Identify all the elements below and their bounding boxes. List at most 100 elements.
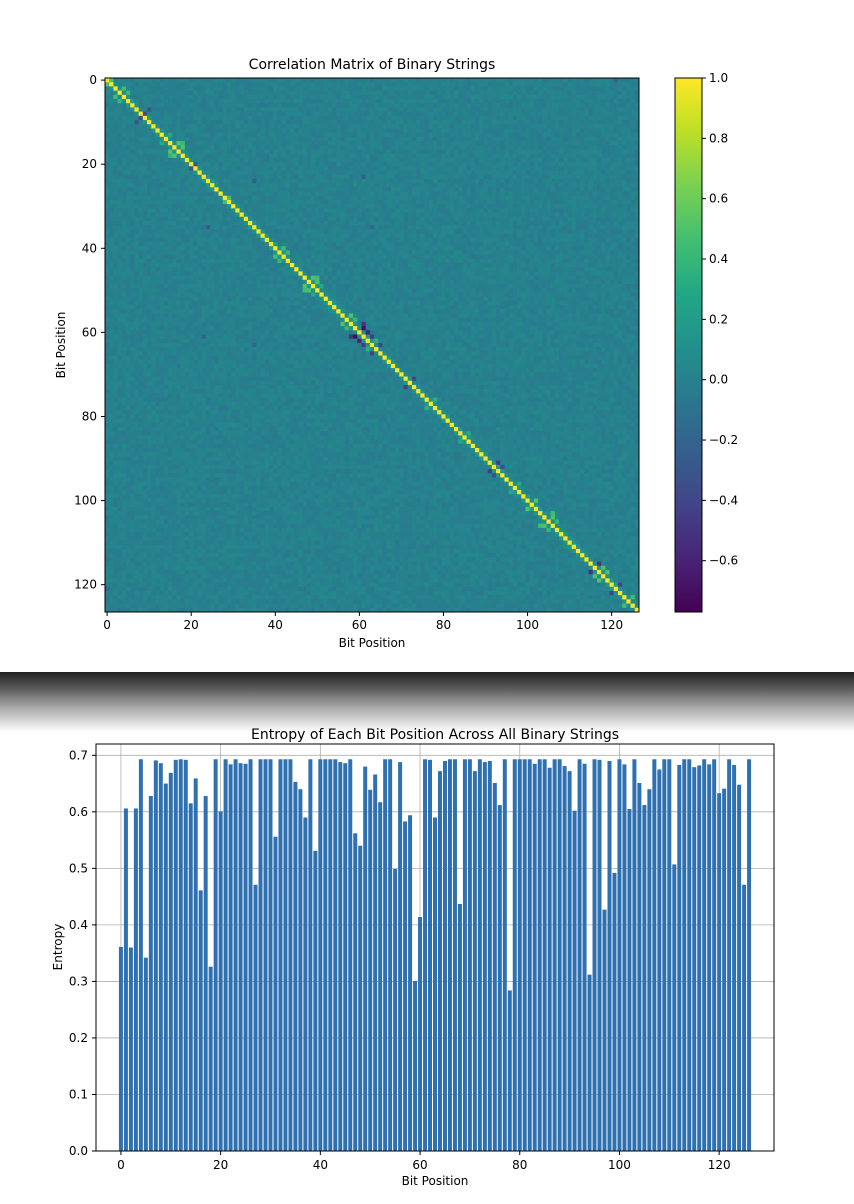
heatmap-cell xyxy=(180,157,186,163)
heatmap-cell xyxy=(142,166,148,171)
heatmap-cell xyxy=(142,225,148,230)
heatmap-cell xyxy=(445,178,451,184)
heatmap-cell xyxy=(180,120,186,125)
heatmap-cell xyxy=(449,237,455,243)
heatmap-cell xyxy=(424,208,430,213)
heatmap-cell xyxy=(243,141,249,146)
heatmap-cell xyxy=(441,132,446,138)
heatmap-cell xyxy=(386,149,392,155)
heatmap-cell xyxy=(374,216,379,222)
heatmap-cell xyxy=(151,82,156,87)
heatmap-cell xyxy=(298,120,303,125)
heatmap-cell xyxy=(151,229,156,234)
heatmap-cell xyxy=(205,208,211,213)
heatmap-cell xyxy=(403,94,409,100)
heatmap-cell xyxy=(315,145,320,150)
heatmap-cell xyxy=(184,82,190,87)
heatmap-cell xyxy=(479,220,484,226)
heatmap-cell xyxy=(210,233,215,239)
heatmap-cell xyxy=(588,204,594,209)
heatmap-cell xyxy=(336,208,341,213)
heatmap-cell xyxy=(420,86,425,91)
heatmap-cell xyxy=(252,103,257,108)
heatmap-cell xyxy=(268,199,274,205)
heatmap-cell xyxy=(449,212,455,218)
heatmap-cell xyxy=(567,107,573,112)
heatmap-cell xyxy=(403,145,409,150)
heatmap-cell xyxy=(327,187,333,192)
heatmap-cell xyxy=(601,78,606,83)
heatmap-cell xyxy=(546,103,552,108)
heatmap-cell xyxy=(130,120,135,125)
heatmap-cell xyxy=(222,124,228,129)
heatmap-cell xyxy=(420,94,425,100)
heatmap-cell xyxy=(416,208,421,213)
heatmap-cell xyxy=(306,191,312,197)
heatmap-cell xyxy=(298,229,303,234)
heatmap-cell xyxy=(462,183,467,188)
heatmap-cell xyxy=(239,141,245,146)
heatmap-cell xyxy=(294,132,299,138)
heatmap-cell xyxy=(260,99,266,104)
heatmap-cell xyxy=(336,111,341,117)
heatmap-cell xyxy=(290,191,295,197)
heatmap-cell xyxy=(365,94,371,100)
heatmap-cell xyxy=(353,111,358,117)
heatmap-cell xyxy=(231,204,236,209)
heatmap-cell xyxy=(605,141,610,146)
heatmap-cell xyxy=(290,195,295,201)
heatmap-cell xyxy=(441,145,446,150)
heatmap-cell xyxy=(163,178,169,184)
heatmap-cell xyxy=(390,149,396,155)
heatmap-cell xyxy=(121,237,127,243)
heatmap-cell xyxy=(247,191,253,197)
heatmap-cell xyxy=(496,115,501,121)
heatmap-cell xyxy=(575,225,581,230)
heatmap-cell xyxy=(256,128,261,134)
heatmap-cell xyxy=(546,86,552,91)
heatmap-cell xyxy=(226,145,232,150)
heatmap-cell xyxy=(210,199,215,205)
heatmap-cell xyxy=(268,157,274,163)
heatmap-cell xyxy=(458,99,463,104)
heatmap-cell xyxy=(193,212,198,218)
heatmap-cell xyxy=(353,145,358,150)
heatmap-cell xyxy=(323,170,329,176)
heatmap-cell xyxy=(374,124,379,129)
heatmap-cell xyxy=(470,141,476,146)
heatmap-cell xyxy=(571,208,577,213)
heatmap-cell xyxy=(512,99,518,104)
heatmap-cell xyxy=(298,212,303,218)
heatmap-cell xyxy=(634,237,640,243)
heatmap-cell xyxy=(424,145,430,150)
heatmap-cell xyxy=(298,170,303,176)
heatmap-cell xyxy=(453,115,459,121)
heatmap-cell xyxy=(348,191,354,197)
heatmap-cell xyxy=(239,178,245,184)
heatmap-cell xyxy=(432,191,438,197)
heatmap-cell xyxy=(470,225,476,230)
heatmap-cell xyxy=(319,216,324,222)
heatmap-cell xyxy=(264,82,270,87)
heatmap-cell xyxy=(205,141,211,146)
heatmap-cell xyxy=(260,145,266,150)
heatmap-cell xyxy=(470,191,476,197)
heatmap-cell xyxy=(609,225,615,230)
heatmap-cell xyxy=(176,166,182,171)
heatmap-cell xyxy=(500,237,505,243)
heatmap-cell xyxy=(525,216,531,222)
heatmap-cell xyxy=(205,166,211,171)
heatmap-cell xyxy=(113,78,118,83)
heatmap-cell xyxy=(134,145,139,150)
heatmap-cell xyxy=(281,233,287,239)
heatmap-cell xyxy=(201,90,207,96)
heatmap-cell xyxy=(361,103,367,108)
heatmap-cell xyxy=(424,136,430,142)
heatmap-cell xyxy=(163,145,169,150)
heatmap-cell xyxy=(584,103,589,108)
heatmap-cell xyxy=(500,191,505,197)
heatmap-cell xyxy=(609,162,615,167)
heatmap-cell xyxy=(126,86,131,91)
heatmap-cell xyxy=(252,191,257,197)
heatmap-cell xyxy=(180,149,186,155)
